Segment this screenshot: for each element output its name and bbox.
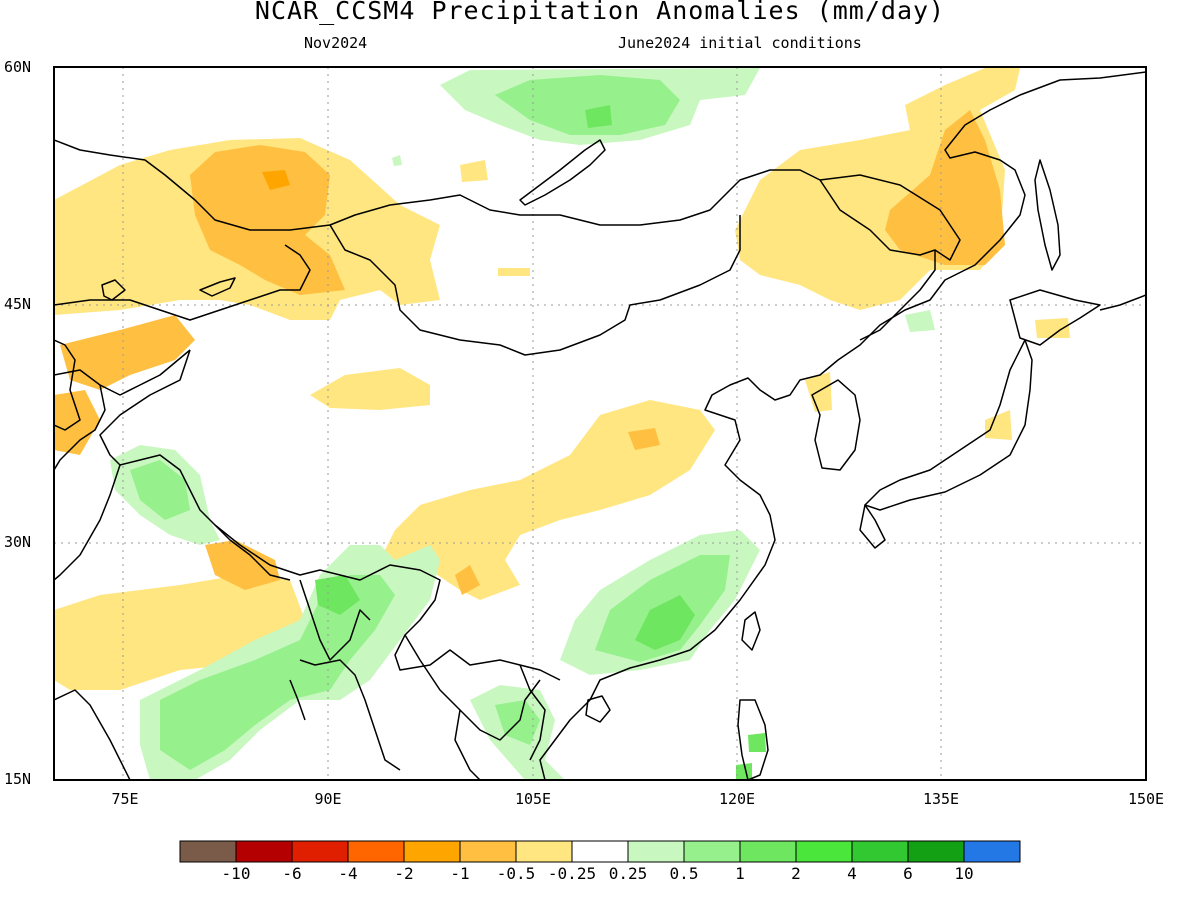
colorbar-swatch [851, 840, 909, 863]
lon-label-90e: 90E [314, 790, 342, 808]
coastlines-and-borders [54, 71, 1146, 780]
colorbar-label: -2 [394, 864, 414, 883]
colorbar-label: -4 [338, 864, 358, 883]
colorbar-swatch [179, 840, 237, 863]
anomaly-region-hokkaido-dry [1035, 318, 1070, 338]
anomaly-region-south-china-strong-wet [635, 595, 695, 650]
colorbar [179, 840, 1021, 863]
lake-baikal [519, 139, 606, 206]
colorbar-swatch [515, 840, 573, 863]
anomaly-region-altai-strong [262, 170, 290, 190]
coastline-taiwan [741, 611, 761, 651]
anomaly-region-tibet-wet-spot [392, 155, 402, 166]
border-mongolia-china [329, 215, 741, 356]
colorbar-label: -10 [221, 864, 251, 883]
map-title: NCAR_CCSM4 Precipitation Anomalies (mm/d… [254, 0, 946, 25]
colorbar-swatch [739, 840, 797, 863]
coastline-japan-honshu [864, 339, 1033, 511]
initial-conditions-label: June2024 initial conditions [618, 34, 862, 52]
coastline-japan-hokkaido [1009, 289, 1101, 346]
border-india-pakistan [54, 464, 121, 581]
lon-label-75e: 75E [111, 790, 139, 808]
colorbar-label: -0.25 [547, 864, 597, 883]
coastline-aral [101, 279, 126, 301]
anomaly-region-bengal-moderate-wet [160, 575, 395, 770]
lake-balkhash [199, 277, 236, 297]
border-central-asia [54, 349, 191, 471]
colorbar-swatch [403, 840, 461, 863]
lat-label-60n: 60N [4, 58, 32, 76]
colorbar-label: 0.25 [608, 864, 648, 883]
anomaly-region-philippines-strong-wet [748, 733, 766, 752]
coastline-caspian [54, 339, 81, 431]
anomaly-region-central-china-moderate [628, 428, 660, 450]
colorbar-label: -6 [282, 864, 302, 883]
colorbar-label: 6 [903, 864, 913, 883]
anomaly-region-tarim-dry [310, 368, 430, 410]
colorbar-swatch [347, 840, 405, 863]
colorbar-swatch [963, 840, 1021, 863]
border-russia-south [54, 139, 936, 341]
anomaly-region-manchuria-moderate [885, 110, 1005, 265]
anomaly-region-siberia-strong-wet [585, 105, 612, 128]
colorbar-swatch [627, 840, 685, 863]
anomaly-region-kazakhstan-dry [60, 315, 195, 390]
colorbar-label: 1 [735, 864, 745, 883]
border-china-west [99, 349, 561, 681]
anomaly-region-siberia-moderate-wet [495, 75, 680, 135]
valid-month-label: Nov2024 [304, 34, 368, 52]
coastline-korea [811, 379, 861, 471]
coastline-luzon [737, 699, 769, 780]
colorbar-swatch [571, 840, 629, 863]
colorbar-label: 4 [847, 864, 857, 883]
coastline-okhotsk [1099, 294, 1146, 311]
anomaly-region-japan-dry [985, 410, 1012, 440]
map-frame [53, 66, 1147, 781]
lon-label-135e: 135E [922, 790, 960, 808]
coastline-japan-kyushu [859, 504, 886, 549]
anomaly-region-myanmar-wet [315, 575, 360, 615]
anomaly-region-himalaya-moderate-wet [130, 460, 190, 520]
colorbar-swatch [907, 840, 965, 863]
anomaly-region-tibet-dry [460, 160, 488, 182]
border-laos-vietnam [519, 664, 546, 761]
border-amur [819, 174, 961, 261]
border-kazakhstan [54, 244, 311, 321]
lat-label-30n: 30N [4, 533, 32, 551]
anomaly-region-altai-moderate [190, 145, 345, 295]
coastline-east-asia [539, 71, 1146, 780]
anomaly-shading [54, 68, 1070, 780]
colorbar-label: 2 [791, 864, 801, 883]
colorbar-swatch [459, 840, 517, 863]
lat-label-15n: 15N [4, 770, 32, 788]
anomaly-region-philippines-south-wet [736, 763, 752, 780]
lat-label-45n: 45N [4, 295, 32, 313]
anomaly-region-korea-wet [905, 310, 935, 332]
anomaly-region-india-dry [54, 575, 305, 690]
colorbar-label: 10 [954, 864, 974, 883]
coastline-bay-of-bengal [289, 679, 306, 721]
colorbar-swatch [683, 840, 741, 863]
colorbar-label: -1 [450, 864, 470, 883]
border-myanmar-indochina [404, 634, 541, 780]
colorbar-label: -0.5 [496, 864, 536, 883]
anomaly-region-sichuan-moderate [455, 565, 480, 595]
lon-label-120e: 120E [718, 790, 756, 808]
colorbar-swatch [291, 840, 349, 863]
colorbar-swatch [235, 840, 293, 863]
border-nepal-india [214, 524, 291, 581]
coastline-hainan [585, 695, 611, 723]
border-bangladesh [299, 579, 371, 661]
anomaly-region-gobi-dry [498, 268, 530, 276]
lon-label-105e: 105E [514, 790, 552, 808]
anomaly-region-central-china-dry [380, 400, 715, 600]
colorbar-label: 0.5 [669, 864, 699, 883]
colorbar-swatch [795, 840, 853, 863]
coastline-sakhalin [1034, 159, 1061, 271]
lon-label-150e: 150E [1127, 790, 1165, 808]
coastline-india-bengal [54, 659, 401, 780]
anomaly-region-nepal-moderate [205, 540, 280, 590]
